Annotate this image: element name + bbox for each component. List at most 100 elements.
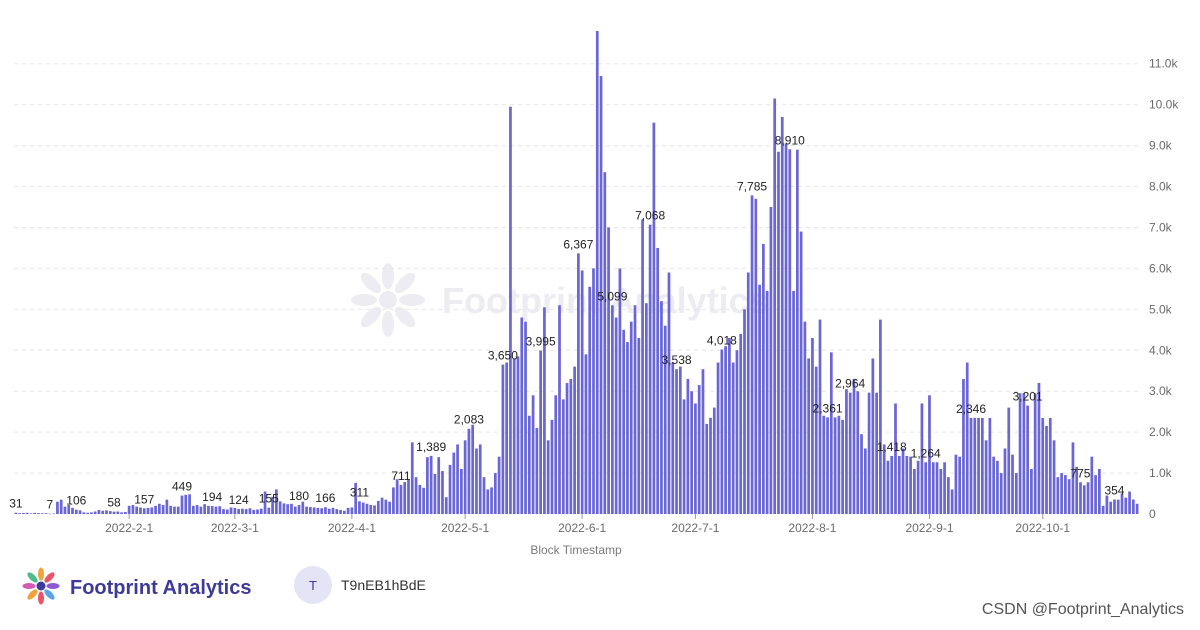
bar[interactable] [656,248,659,514]
bar[interactable] [641,219,644,514]
bar[interactable] [64,507,67,514]
bar[interactable] [207,506,210,514]
bar[interactable] [634,305,637,514]
bar[interactable] [860,434,863,514]
bar[interactable] [52,514,55,515]
bar[interactable] [347,508,350,514]
bar[interactable] [173,507,176,514]
bar[interactable] [328,509,331,514]
bar[interactable] [536,428,539,514]
bar[interactable] [973,418,976,514]
bar[interactable] [683,399,686,514]
bar[interactable] [558,305,561,514]
bar[interactable] [192,506,195,514]
bar[interactable] [41,513,44,514]
bar[interactable] [1045,426,1048,514]
bar[interactable] [86,513,89,514]
bar[interactable] [585,354,588,514]
bar[interactable] [71,508,74,514]
bar[interactable] [313,507,316,514]
bar[interactable] [985,440,988,514]
bar[interactable] [943,462,946,514]
bar[interactable] [286,504,289,514]
bar[interactable] [128,506,131,514]
bar[interactable] [705,424,708,514]
bar[interactable] [143,508,146,514]
bar[interactable] [339,510,342,514]
bar[interactable] [33,513,36,514]
bar[interactable] [732,363,735,514]
bar[interactable] [377,501,380,514]
bar[interactable] [116,512,119,514]
bar[interactable] [577,253,580,514]
bar[interactable] [45,513,48,514]
bar[interactable] [1124,498,1127,514]
bar[interactable] [981,418,984,514]
bar[interactable] [422,488,425,514]
bar[interactable] [1102,506,1105,514]
bar[interactable] [60,500,63,514]
bar[interactable] [1113,500,1116,514]
bar[interactable] [426,457,429,514]
bar[interactable] [1007,408,1010,514]
bar[interactable] [611,305,614,514]
bar[interactable] [188,494,191,514]
bar[interactable] [252,510,255,514]
bar[interactable] [1023,393,1026,514]
bar[interactable] [1098,469,1101,514]
bar[interactable] [841,420,844,514]
bar[interactable] [838,416,841,514]
bar[interactable] [830,352,833,514]
bar[interactable] [351,507,354,514]
bar[interactable] [177,507,180,514]
bar[interactable] [301,502,304,514]
bar[interactable] [166,500,169,514]
bar[interactable] [139,508,142,514]
bar[interactable] [283,503,286,514]
bar[interactable] [619,268,622,514]
bar[interactable] [15,513,18,514]
bar[interactable] [147,508,150,514]
bar[interactable] [947,477,950,514]
bar[interactable] [237,509,240,514]
bar[interactable] [502,365,505,514]
bar[interactable] [743,309,746,514]
bar[interactable] [369,505,372,514]
bar[interactable] [694,403,697,514]
bar[interactable] [1026,406,1029,514]
bar[interactable] [958,457,961,514]
bar[interactable] [434,474,437,514]
bar[interactable] [1004,449,1007,514]
bar[interactable] [728,338,731,514]
bar[interactable] [807,358,810,514]
bar[interactable] [675,369,678,514]
bar[interactable] [267,508,270,514]
bar[interactable] [932,462,935,514]
bar[interactable] [754,199,757,514]
bar[interactable] [154,506,157,514]
user-chip[interactable]: T T9nEB1hBdE [294,566,426,604]
bar[interactable] [181,496,184,514]
bar[interactable] [362,503,365,514]
bar[interactable] [215,507,218,514]
bar[interactable] [320,508,323,514]
bar[interactable] [373,505,376,514]
bar[interactable] [222,509,225,514]
bar[interactable] [464,440,467,514]
bar[interactable] [917,461,920,514]
bar[interactable] [509,107,512,514]
bar[interactable] [1083,485,1086,514]
bar[interactable] [815,367,818,514]
bar[interactable] [324,507,327,514]
bar[interactable] [826,417,829,514]
bar[interactable] [358,501,361,514]
bar[interactable] [411,442,414,514]
bar[interactable] [747,273,750,515]
bar[interactable] [230,507,233,514]
bar[interactable] [653,123,656,514]
bar[interactable] [437,457,440,514]
bar[interactable] [751,195,754,514]
bar[interactable] [196,505,199,514]
bar[interactable] [819,320,822,514]
bar[interactable] [298,505,301,514]
